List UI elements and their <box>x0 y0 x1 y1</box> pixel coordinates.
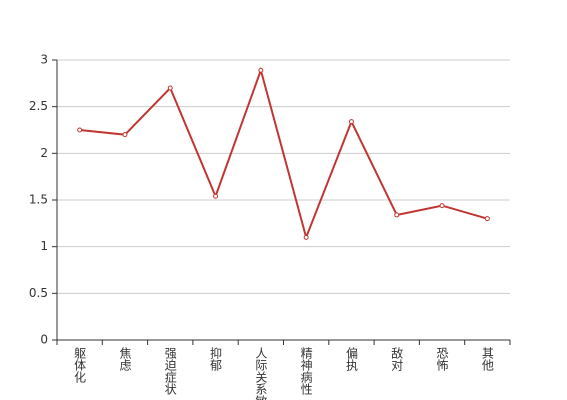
point <box>439 203 445 209</box>
x-tick-label: 精神病性 <box>299 347 313 396</box>
x-tick-label: 偏执 <box>344 346 358 372</box>
point <box>303 234 309 240</box>
point <box>258 67 264 73</box>
y-tick-label: 0.5 <box>29 286 48 300</box>
y-tick-label: 1.5 <box>29 193 48 207</box>
y-tick-label: 3 <box>40 53 48 67</box>
point <box>167 85 173 91</box>
y-tick-label: 1 <box>40 239 48 253</box>
point <box>484 216 490 222</box>
point <box>348 119 354 125</box>
point <box>394 212 400 218</box>
x-tick-label: 强迫症状 <box>163 347 177 395</box>
point <box>122 132 128 138</box>
point <box>77 127 83 133</box>
x-tick-label: 其他 <box>480 347 494 371</box>
x-tick-label: 敌对 <box>390 346 404 371</box>
x-tick-label: 躯体化 <box>73 346 87 384</box>
line-series <box>79 66 488 241</box>
x-tick-label: 人际关系敏感 <box>254 347 268 400</box>
y-tick-label: 2 <box>40 146 48 160</box>
y-tick-label: 2.5 <box>29 99 48 113</box>
x-tick-label: 抑郁 <box>209 346 223 372</box>
y-tick-label: 0 <box>40 333 48 347</box>
x-tick-label: 恐怖 <box>435 347 449 371</box>
x-tick-label: 焦虑 <box>118 347 132 371</box>
point <box>213 193 219 199</box>
